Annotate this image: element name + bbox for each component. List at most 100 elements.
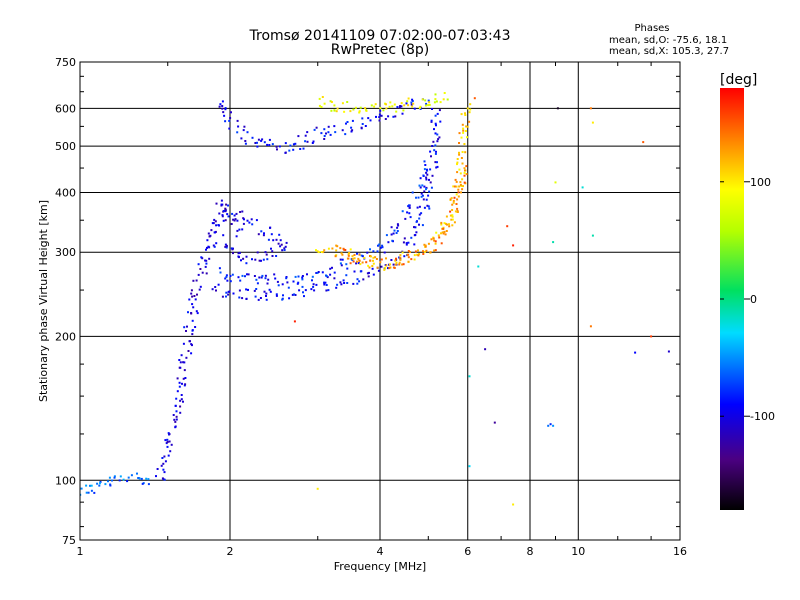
scatter-point bbox=[552, 241, 555, 244]
scatter-point bbox=[372, 273, 375, 276]
scatter-point bbox=[428, 101, 431, 104]
scatter-point bbox=[424, 244, 427, 247]
x-tick-label: 2 bbox=[227, 545, 234, 558]
scatter-point bbox=[422, 174, 425, 177]
scatter-point bbox=[147, 478, 150, 481]
scatter-point bbox=[316, 487, 319, 490]
scatter-point bbox=[277, 284, 280, 287]
scatter-point bbox=[469, 108, 472, 111]
scatter-point bbox=[424, 104, 427, 107]
scatter-point bbox=[272, 239, 275, 242]
scatter-point bbox=[429, 168, 432, 171]
scatter-point bbox=[235, 235, 238, 238]
x-tick-label: 4 bbox=[377, 545, 384, 558]
scatter-point bbox=[556, 107, 559, 110]
scatter-point bbox=[375, 115, 377, 118]
scatter-point bbox=[284, 142, 287, 145]
scatter-point bbox=[430, 155, 432, 158]
scatter-point bbox=[204, 259, 207, 262]
scatter-point bbox=[221, 215, 224, 218]
scatter-point bbox=[404, 217, 407, 220]
scatter-point bbox=[276, 148, 278, 151]
scatter-point bbox=[461, 151, 464, 153]
scatter-point bbox=[230, 223, 233, 225]
scatter-point bbox=[191, 333, 194, 336]
scatter-point bbox=[297, 135, 300, 138]
scatter-point bbox=[442, 227, 445, 230]
scatter-point bbox=[352, 282, 355, 285]
grid-lines bbox=[80, 62, 680, 540]
scatter-point bbox=[351, 119, 354, 122]
scatter-point bbox=[176, 377, 179, 380]
scatter-point bbox=[297, 281, 300, 284]
scatter-point bbox=[190, 289, 193, 292]
scatter-point bbox=[413, 243, 416, 246]
scatter-point bbox=[276, 280, 279, 283]
scatter-point bbox=[411, 100, 414, 102]
scatter-point bbox=[445, 215, 448, 218]
scatter-point bbox=[268, 144, 271, 146]
scatter-point bbox=[260, 230, 263, 233]
scatter-point bbox=[183, 384, 186, 387]
scatter-point bbox=[241, 274, 244, 277]
scatter-point bbox=[390, 259, 393, 261]
scatter-point bbox=[218, 105, 221, 108]
scatter-point bbox=[181, 382, 183, 385]
scatter-point bbox=[393, 103, 396, 106]
scatter-point bbox=[126, 480, 129, 483]
scatter-point bbox=[440, 232, 442, 235]
scatter-point bbox=[464, 130, 467, 132]
scatter-point bbox=[315, 249, 317, 252]
scatter-point bbox=[396, 226, 399, 229]
y-tick-label: 750 bbox=[55, 56, 76, 69]
y-tick-label: 200 bbox=[55, 330, 76, 343]
scatter-point bbox=[241, 297, 244, 300]
scatter-point bbox=[464, 114, 467, 116]
scatter-point bbox=[434, 122, 437, 125]
scatter-point bbox=[265, 298, 268, 301]
scatter-point bbox=[408, 212, 411, 215]
scatter-point bbox=[395, 110, 398, 113]
scatter-point bbox=[460, 157, 463, 159]
scatter-point bbox=[296, 282, 299, 285]
scatter-point bbox=[436, 133, 439, 136]
scatter-point bbox=[137, 477, 140, 479]
scatter-point bbox=[220, 199, 223, 202]
scatter-point bbox=[342, 247, 345, 250]
scatter-point bbox=[356, 252, 358, 255]
scatter-point bbox=[401, 210, 404, 213]
scatter-point bbox=[258, 259, 261, 262]
scatter-point bbox=[172, 414, 175, 416]
scatter-point bbox=[333, 277, 336, 280]
scatter-point bbox=[388, 105, 391, 108]
scatter-point bbox=[348, 252, 351, 254]
scatter-point bbox=[356, 260, 358, 263]
scatter-point bbox=[359, 270, 362, 273]
scatter-point bbox=[463, 167, 466, 170]
scatter-point bbox=[93, 491, 96, 494]
scatter-point bbox=[222, 234, 225, 237]
scatter-point bbox=[399, 258, 402, 261]
scatter-point bbox=[422, 198, 425, 201]
scatter-point bbox=[221, 214, 224, 217]
scatter-point bbox=[367, 264, 370, 267]
scatter-point bbox=[250, 218, 253, 221]
scatter-point bbox=[372, 250, 375, 253]
scatter-point bbox=[464, 151, 467, 154]
scatter-point bbox=[434, 242, 437, 245]
scatter-point bbox=[444, 233, 447, 236]
scatter-point bbox=[167, 454, 170, 457]
scatter-point bbox=[294, 142, 297, 145]
scatter-point bbox=[346, 121, 349, 123]
scatter-point bbox=[256, 282, 259, 285]
scatter-point bbox=[399, 105, 402, 107]
scatter-point bbox=[229, 117, 232, 119]
scatter-point bbox=[465, 173, 468, 176]
scatter-point bbox=[224, 120, 227, 123]
scatter-point bbox=[330, 109, 333, 112]
scatter-point bbox=[255, 278, 258, 281]
scatter-point bbox=[190, 352, 193, 355]
scatter-point bbox=[325, 284, 328, 286]
scatter-point bbox=[336, 107, 339, 110]
scatter-point bbox=[196, 293, 198, 296]
